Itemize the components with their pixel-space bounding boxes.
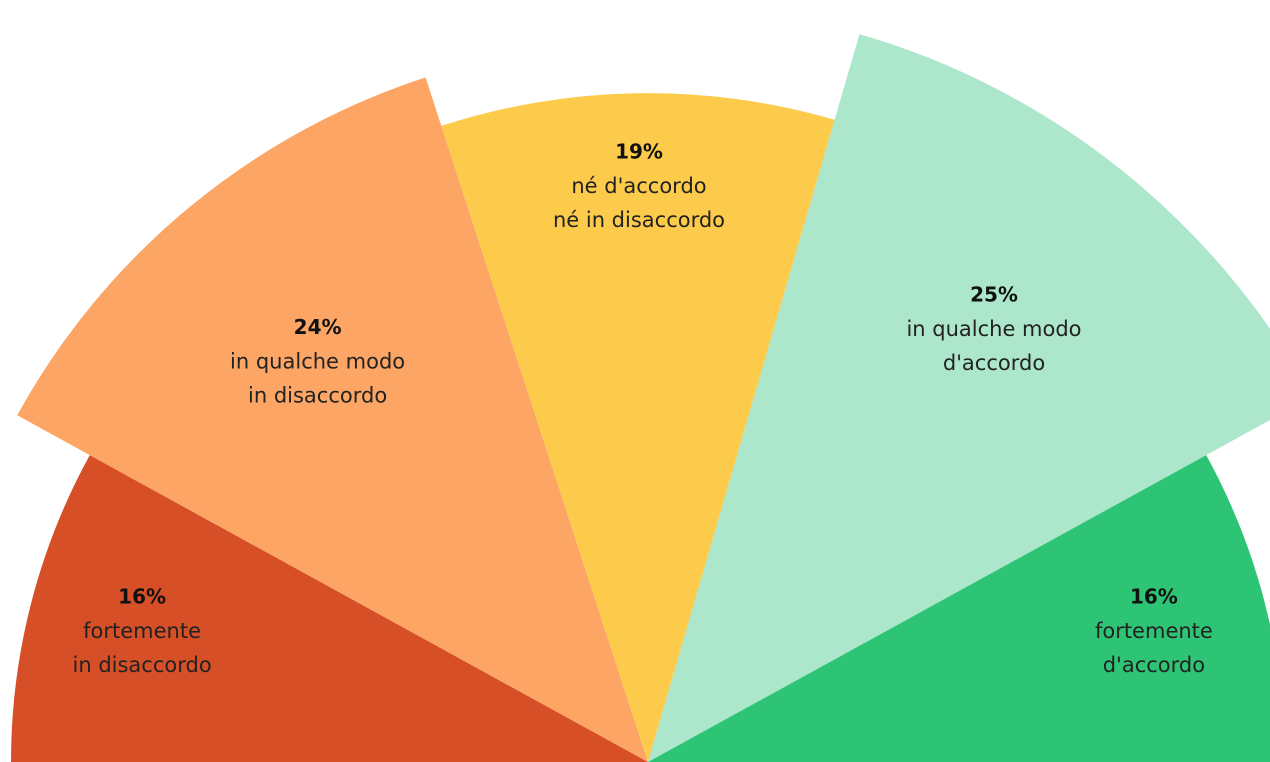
slice-percent-label: 16% bbox=[118, 585, 166, 609]
slice-label-1: 16% fortemente in disaccordo bbox=[73, 585, 212, 678]
slice-label-5: 16% fortemente d'accordo bbox=[1095, 585, 1213, 678]
slice-category-label: d'accordo bbox=[943, 351, 1045, 375]
slice-label-3: 19% né d'accordo né in disaccordo bbox=[553, 139, 725, 232]
slice-category-label: né d'accordo bbox=[571, 174, 706, 198]
slice-category-label: in qualche modo bbox=[906, 317, 1081, 341]
slice-label-4: 25% in qualche modo d'accordo bbox=[906, 283, 1081, 376]
slice-category-label: fortemente bbox=[1095, 619, 1213, 643]
slice-category-label: né in disaccordo bbox=[553, 208, 725, 232]
slice-category-label: in disaccordo bbox=[73, 653, 212, 677]
slices-layer bbox=[11, 34, 1270, 762]
pie-slice-5 bbox=[648, 455, 1270, 762]
slice-percent-label: 24% bbox=[294, 315, 342, 339]
slice-percent-label: 25% bbox=[970, 283, 1018, 307]
pie-slice-3 bbox=[441, 93, 835, 762]
pie-slice-4 bbox=[648, 34, 1270, 762]
labels-layer: 16% fortemente in disaccordo 24% in qualche … bbox=[73, 139, 1213, 677]
slice-label-2: 24% in qualche modo in disaccordo bbox=[230, 315, 405, 408]
slice-category-label: in qualche modo bbox=[230, 350, 405, 374]
slice-percent-label: 19% bbox=[615, 139, 663, 163]
slice-category-label: fortemente bbox=[83, 619, 201, 643]
slice-percent-label: 16% bbox=[1130, 585, 1178, 609]
pie-slice-2 bbox=[17, 77, 648, 762]
slice-category-label: d'accordo bbox=[1103, 653, 1205, 677]
slice-category-label: in disaccordo bbox=[248, 384, 387, 408]
pie-slice-1 bbox=[11, 455, 648, 762]
